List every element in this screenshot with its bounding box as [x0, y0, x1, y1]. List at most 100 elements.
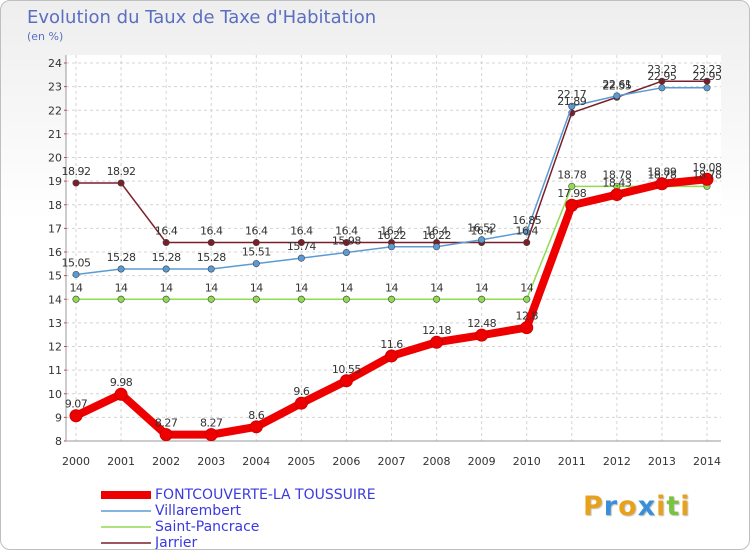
data-label-villarembert: 15.98 [332, 234, 361, 247]
data-point-fontcouverte-la-toussuire [114, 387, 128, 401]
data-label-fontcouverte-la-toussuire: 12.18 [422, 324, 451, 337]
data-label-jarrier: 16.4 [200, 225, 223, 238]
legend-swatch-villarembert [101, 510, 151, 512]
data-label-villarembert: 16.85 [512, 214, 541, 227]
data-label-saint-pancrace: 14 [385, 281, 398, 294]
y-tick-label: 16 [48, 246, 62, 259]
data-label-saint-pancrace: 18.78 [693, 168, 722, 181]
data-point-fontcouverte-la-toussuire [610, 188, 624, 202]
proxiti-logo: Proxiti [583, 491, 691, 522]
data-label-jarrier: 21.89 [557, 95, 586, 108]
data-label-jarrier: 16.4 [290, 225, 313, 238]
data-point-fontcouverte-la-toussuire [655, 177, 669, 191]
data-label-villarembert: 16.22 [422, 229, 451, 242]
data-point-villarembert [568, 102, 576, 110]
data-label-saint-pancrace: 18.78 [557, 168, 586, 181]
x-tick-label: 2008 [423, 455, 451, 468]
data-point-fontcouverte-la-toussuire [430, 335, 444, 349]
data-point-saint-pancrace [387, 295, 395, 303]
data-point-villarembert [478, 236, 486, 244]
data-point-jarrier [523, 239, 531, 247]
data-point-fontcouverte-la-toussuire [69, 409, 83, 423]
data-label-villarembert: 15.05 [62, 256, 91, 269]
x-tick-label: 2014 [693, 455, 721, 468]
legend-swatch-fontcouverte [101, 491, 151, 499]
x-tick-label: 2013 [648, 455, 676, 468]
data-point-jarrier [252, 239, 260, 247]
legend-label-villarembert: Villarembert [155, 503, 241, 519]
x-tick-label: 2000 [62, 455, 90, 468]
legend-label-fontcouverte: FONTCOUVERTE-LA TOUSSUIRE [155, 487, 376, 503]
data-point-saint-pancrace [568, 182, 576, 190]
x-tick-label: 2002 [152, 455, 180, 468]
data-point-saint-pancrace [117, 295, 125, 303]
y-tick-label: 13 [48, 317, 62, 330]
logo-letter: o [618, 491, 638, 522]
y-tick-label: 22 [48, 104, 62, 117]
data-point-fontcouverte-la-toussuire [204, 428, 218, 442]
data-label-villarembert: 15.28 [152, 251, 181, 264]
data-label-saint-pancrace: 14 [520, 281, 533, 294]
data-point-jarrier [72, 179, 80, 187]
data-label-villarembert: 16.52 [467, 222, 496, 235]
data-label-jarrier: 16.4 [470, 225, 493, 238]
y-tick-label: 21 [48, 128, 62, 141]
x-tick-label: 2004 [242, 455, 270, 468]
data-label-villarembert: 15.74 [287, 240, 316, 253]
data-point-fontcouverte-la-toussuire [294, 396, 308, 410]
data-point-villarembert [433, 243, 441, 251]
data-label-saint-pancrace: 14 [295, 281, 308, 294]
data-label-fontcouverte-la-toussuire: 8.27 [200, 417, 223, 430]
legend-item-jarrier: Jarrier [101, 535, 376, 549]
x-tick-label: 2001 [107, 455, 135, 468]
x-tick-label: 2010 [513, 455, 541, 468]
data-label-saint-pancrace: 18.78 [602, 168, 631, 181]
data-point-saint-pancrace [207, 295, 215, 303]
data-label-fontcouverte-la-toussuire: 8.6 [248, 409, 264, 422]
data-point-villarembert [613, 92, 621, 100]
data-point-fontcouverte-la-toussuire [700, 172, 714, 186]
data-point-jarrier [297, 239, 305, 247]
data-point-jarrier [162, 239, 170, 247]
y-tick-label: 11 [48, 364, 62, 377]
x-tick-label: 2003 [197, 455, 225, 468]
x-tick-label: 2009 [468, 455, 496, 468]
data-label-fontcouverte-la-toussuire: 10.55 [332, 363, 361, 376]
data-point-saint-pancrace [478, 295, 486, 303]
logo-letter: i [656, 491, 667, 522]
data-point-saint-pancrace [342, 295, 350, 303]
chart-title: Evolution du Taux de Taxe d'Habitation [27, 7, 377, 28]
data-label-jarrier: 16.4 [380, 225, 403, 238]
data-label-fontcouverte-la-toussuire: 17.98 [557, 187, 586, 200]
data-label-jarrier: 16.4 [515, 225, 538, 238]
data-label-saint-pancrace: 14 [475, 281, 488, 294]
data-label-villarembert: 16.22 [377, 229, 406, 242]
y-tick-label: 17 [48, 222, 62, 235]
data-point-villarembert [342, 248, 350, 256]
data-point-saint-pancrace [523, 295, 531, 303]
data-label-saint-pancrace: 18.78 [647, 168, 676, 181]
data-label-villarembert: 15.28 [197, 251, 226, 264]
data-label-fontcouverte-la-toussuire: 18.89 [647, 166, 676, 179]
data-label-villarembert: 15.51 [242, 246, 271, 259]
legend: FONTCOUVERTE-LA TOUSSUIRE Villarembert S… [101, 487, 376, 549]
data-label-saint-pancrace: 14 [160, 281, 173, 294]
data-label-fontcouverte-la-toussuire: 18.43 [602, 177, 631, 190]
legend-swatch-saint-pancrace [101, 526, 151, 528]
data-point-villarembert [117, 265, 125, 273]
data-point-saint-pancrace [297, 295, 305, 303]
data-point-villarembert [72, 270, 80, 278]
data-point-fontcouverte-la-toussuire [520, 321, 534, 335]
y-axis-unit-label: (en %) [27, 30, 64, 43]
data-label-jarrier: 16.4 [425, 225, 448, 238]
logo-letter: r [603, 491, 619, 522]
x-tick-label: 2005 [287, 455, 315, 468]
data-point-jarrier [342, 239, 350, 247]
data-label-saint-pancrace: 14 [340, 281, 353, 294]
data-label-jarrier: 16.4 [245, 225, 268, 238]
data-point-saint-pancrace [162, 295, 170, 303]
data-point-villarembert [162, 265, 170, 273]
data-label-fontcouverte-la-toussuire: 9.98 [110, 376, 133, 389]
logo-letter: P [583, 491, 604, 522]
